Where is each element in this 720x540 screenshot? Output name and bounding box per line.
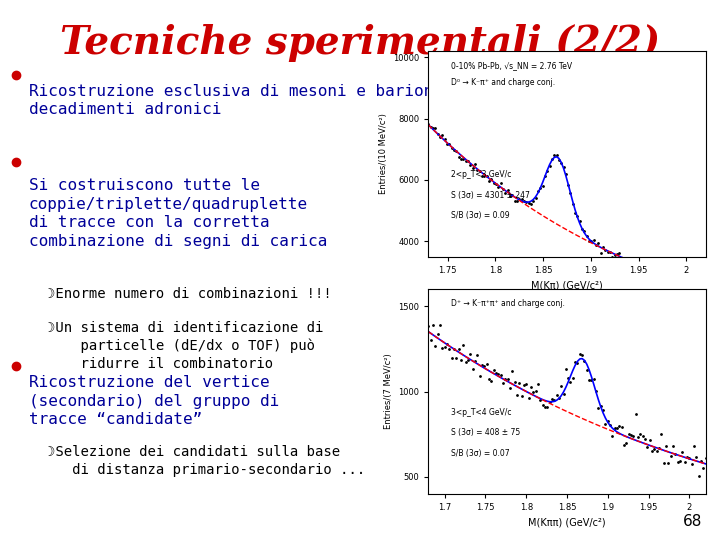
X-axis label: M(Kππ) (GeV/c²): M(Kππ) (GeV/c²) bbox=[528, 518, 606, 528]
Text: D⁰ → K⁻π⁺ and charge conj.: D⁰ → K⁻π⁺ and charge conj. bbox=[451, 78, 554, 87]
Text: Tecniche sperimentali (2/2): Tecniche sperimentali (2/2) bbox=[60, 24, 660, 62]
Text: S/B (3σ) = 0.07: S/B (3σ) = 0.07 bbox=[451, 449, 509, 458]
Text: ☽Enorme numero di combinazioni !!!: ☽Enorme numero di combinazioni !!! bbox=[47, 287, 331, 301]
Text: ☽Un sistema di identificazione di
    particelle (dE/dx o TOF) può
    ridurre i: ☽Un sistema di identificazione di partic… bbox=[47, 321, 323, 370]
Text: D⁺ → K⁻π⁺π⁺ and charge conj.: D⁺ → K⁻π⁺π⁺ and charge conj. bbox=[451, 299, 564, 308]
Text: Si costruiscono tutte le
coppie/triplette/quadruplette
di tracce con la corretta: Si costruiscono tutte le coppie/triplett… bbox=[29, 178, 327, 249]
Text: S/B (3σ) = 0.09: S/B (3σ) = 0.09 bbox=[451, 211, 509, 220]
Text: 2<p_T<3 GeV/c: 2<p_T<3 GeV/c bbox=[451, 170, 511, 179]
Y-axis label: Entries/(10 MeV/c²): Entries/(10 MeV/c²) bbox=[379, 113, 387, 194]
Text: Ricostruzione esclusiva di mesoni e barioni charmati dai
decadimenti adronici: Ricostruzione esclusiva di mesoni e bari… bbox=[29, 84, 568, 117]
X-axis label: M(Kπ) (GeV/c²): M(Kπ) (GeV/c²) bbox=[531, 280, 603, 290]
Text: 0-10% Pb-Pb, √s_NN = 2.76 TeV: 0-10% Pb-Pb, √s_NN = 2.76 TeV bbox=[451, 62, 572, 71]
Text: 3<p_T<4 GeV/c: 3<p_T<4 GeV/c bbox=[451, 408, 511, 417]
Text: 68: 68 bbox=[683, 514, 702, 529]
Text: Ricostruzione del vertice
(secondario) del gruppo di
tracce “candidate”: Ricostruzione del vertice (secondario) d… bbox=[29, 375, 279, 428]
Y-axis label: Entries/(7 MeV/c²): Entries/(7 MeV/c²) bbox=[384, 354, 393, 429]
Text: S (3σ) = 408 ± 75: S (3σ) = 408 ± 75 bbox=[451, 428, 520, 437]
Text: ☽Selezione dei candidati sulla base
   di distanza primario-secondario ...: ☽Selezione dei candidati sulla base di d… bbox=[47, 446, 365, 477]
Text: S (3σ) = 4301 ± 247: S (3σ) = 4301 ± 247 bbox=[451, 191, 529, 200]
